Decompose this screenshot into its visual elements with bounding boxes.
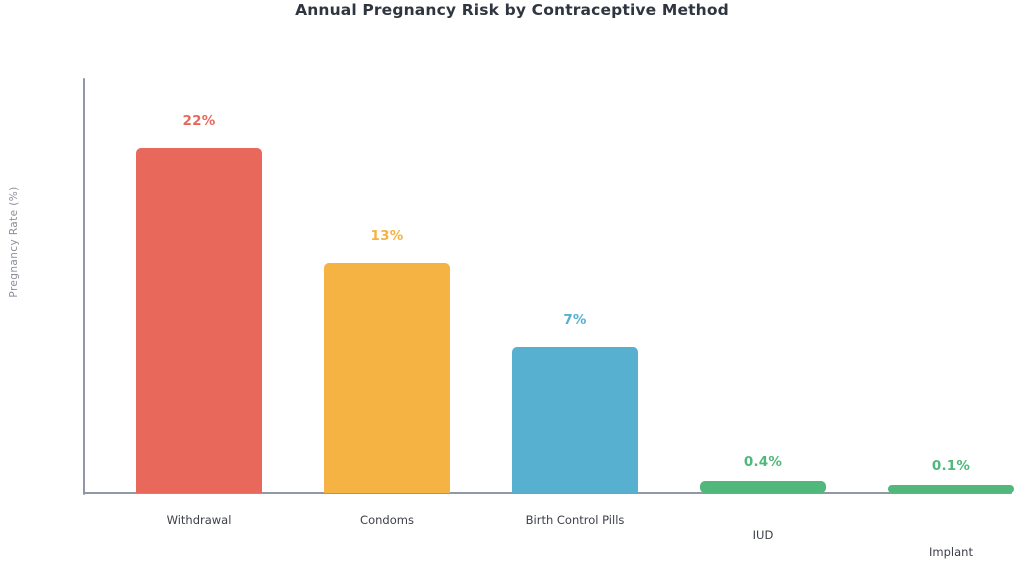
- bar[interactable]: [136, 148, 262, 493]
- bar-value-label: 13%: [370, 228, 404, 244]
- y-axis-spine: [83, 78, 85, 495]
- x-axis-category-label: Implant: [929, 545, 973, 559]
- x-axis-category-label: Birth Control Pills: [525, 513, 625, 527]
- bar-group: 0.4% IUD: [700, 0, 826, 561]
- bar-value-label: 0.4%: [743, 454, 783, 470]
- x-axis-category-label: IUD: [752, 528, 774, 542]
- bar-group: 13% Condoms: [324, 0, 450, 561]
- bar-value-label: 7%: [563, 312, 587, 328]
- bar-value-label: 0.1%: [931, 458, 971, 474]
- bar-group: 7% Birth Control Pills: [512, 0, 638, 561]
- bar[interactable]: [512, 347, 638, 493]
- x-axis-category-label: Withdrawal: [166, 513, 232, 527]
- bar-group: 0.1% Implant: [888, 0, 1014, 561]
- bar[interactable]: [700, 481, 826, 493]
- x-axis-spine: [83, 492, 1012, 494]
- bar[interactable]: [888, 485, 1014, 493]
- bar[interactable]: [324, 263, 450, 493]
- bar-group: 22% Withdrawal: [136, 0, 262, 561]
- chart-title: Annual Pregnancy Risk by Contraceptive M…: [295, 1, 729, 19]
- x-axis-category-label: Condoms: [360, 513, 414, 527]
- bar-value-label: 22%: [182, 113, 216, 129]
